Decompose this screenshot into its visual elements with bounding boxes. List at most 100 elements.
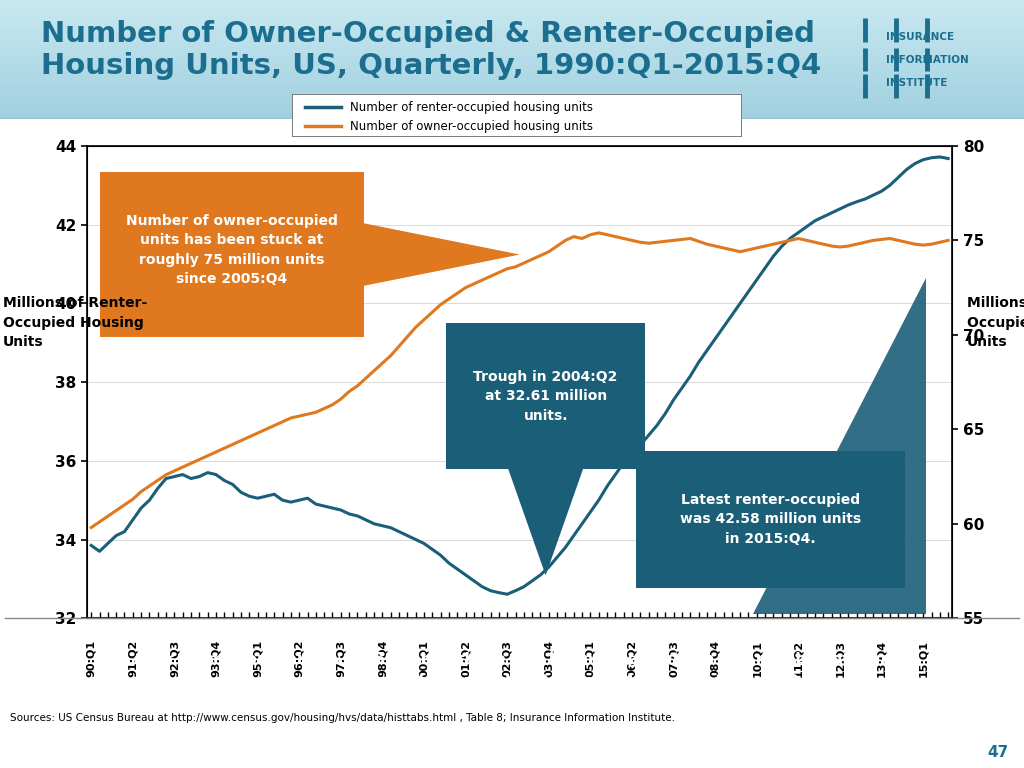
Bar <box>0 103 1024 105</box>
Bar <box>0 35 1024 38</box>
Bar <box>0 58 1024 60</box>
Bar <box>0 18 1024 20</box>
Bar <box>0 28 1024 30</box>
Text: 11:Q2: 11:Q2 <box>794 640 804 677</box>
Bar <box>0 24 1024 26</box>
Text: 15:Q1: 15:Q1 <box>919 640 928 677</box>
Bar <box>0 38 1024 40</box>
Bar <box>0 68 1024 69</box>
Bar <box>0 81 1024 84</box>
Text: 08:Q4: 08:Q4 <box>711 640 720 677</box>
Bar <box>0 6 1024 8</box>
Text: 98:Q4: 98:Q4 <box>378 640 387 677</box>
Bar <box>0 60 1024 61</box>
Polygon shape <box>508 467 584 575</box>
Bar <box>0 26 1024 28</box>
Bar <box>0 117 1024 119</box>
Bar <box>0 16 1024 18</box>
Bar <box>0 115 1024 117</box>
Bar <box>0 79 1024 81</box>
Bar <box>0 89 1024 91</box>
Bar <box>0 14 1024 16</box>
Bar <box>0 8 1024 10</box>
Bar <box>0 78 1024 79</box>
Bar <box>0 55 1024 58</box>
Bar <box>0 64 1024 65</box>
Bar <box>0 45 1024 48</box>
Text: Latest renter-occupied
was 42.58 million units
in 2015:Q4.: Latest renter-occupied was 42.58 million… <box>680 492 861 545</box>
Bar <box>0 74 1024 75</box>
Text: Sources: US Census Bureau at http://www.census.gov/housing/hvs/data/histtabs.htm: Sources: US Census Bureau at http://www.… <box>10 713 675 723</box>
Bar <box>0 2 1024 4</box>
Text: 91:Q2: 91:Q2 <box>128 640 138 677</box>
Text: Trough in 2004:Q2
at 32.61 million
units.: Trough in 2004:Q2 at 32.61 million units… <box>473 369 617 422</box>
Bar <box>0 99 1024 101</box>
Text: Since 2004 the number of renter-occupied housing units has grown
by over 10 mill: Since 2004 the number of renter-occupied… <box>106 630 918 690</box>
Bar <box>0 95 1024 98</box>
Bar <box>0 4 1024 6</box>
Text: INSTITUTE: INSTITUTE <box>886 78 947 88</box>
Bar <box>0 48 1024 50</box>
Text: Millions of Owner-
Occupied Housing
Units: Millions of Owner- Occupied Housing Unit… <box>967 296 1024 349</box>
Polygon shape <box>754 278 927 614</box>
FancyBboxPatch shape <box>637 451 905 588</box>
Bar <box>0 12 1024 14</box>
Text: Number of owner-occupied housing units: Number of owner-occupied housing units <box>350 120 594 133</box>
Bar <box>0 65 1024 68</box>
Bar <box>0 101 1024 103</box>
Text: 97:Q3: 97:Q3 <box>336 640 346 677</box>
Text: 06:Q2: 06:Q2 <box>627 640 637 677</box>
Text: 02:Q3: 02:Q3 <box>502 640 512 677</box>
Bar <box>0 51 1024 54</box>
Text: 12:Q3: 12:Q3 <box>835 640 845 677</box>
Bar <box>0 93 1024 95</box>
Text: 93:Q4: 93:Q4 <box>211 640 221 677</box>
Bar <box>0 0 1024 2</box>
Bar <box>0 40 1024 41</box>
Text: 47: 47 <box>987 745 1009 760</box>
Bar <box>0 98 1024 99</box>
Bar <box>0 84 1024 85</box>
Text: 01:Q2: 01:Q2 <box>461 640 471 677</box>
Bar <box>0 91 1024 93</box>
Bar <box>0 50 1024 51</box>
Bar <box>0 20 1024 22</box>
Bar <box>0 107 1024 109</box>
Text: Number of owner-occupied
units has been stuck at
roughly 75 million units
since : Number of owner-occupied units has been … <box>126 214 338 286</box>
Bar <box>0 69 1024 71</box>
FancyBboxPatch shape <box>292 94 742 137</box>
FancyBboxPatch shape <box>446 323 645 469</box>
Bar <box>0 10 1024 12</box>
Bar <box>0 75 1024 78</box>
Text: 07:Q3: 07:Q3 <box>669 640 679 677</box>
Text: Millions of Renter-
Occupied Housing
Units: Millions of Renter- Occupied Housing Uni… <box>3 296 147 349</box>
Polygon shape <box>359 223 519 286</box>
Bar <box>0 85 1024 88</box>
Text: INFORMATION: INFORMATION <box>886 55 969 65</box>
Bar <box>0 109 1024 111</box>
Text: Number of renter-occupied housing units: Number of renter-occupied housing units <box>350 101 594 114</box>
Text: INSURANCE: INSURANCE <box>886 32 954 42</box>
Bar <box>0 34 1024 35</box>
Text: 00:Q1: 00:Q1 <box>419 640 429 677</box>
Text: Number of Owner-Occupied & Renter-Occupied
Housing Units, US, Quarterly, 1990:Q1: Number of Owner-Occupied & Renter-Occupi… <box>41 20 821 80</box>
Text: 92:Q3: 92:Q3 <box>169 640 179 677</box>
Bar <box>0 31 1024 34</box>
Bar <box>0 30 1024 31</box>
Bar <box>0 44 1024 45</box>
Bar <box>0 61 1024 64</box>
Bar <box>0 71 1024 74</box>
Bar <box>0 22 1024 24</box>
Bar <box>0 113 1024 115</box>
Bar <box>0 88 1024 89</box>
Bar <box>0 105 1024 107</box>
Bar <box>0 41 1024 44</box>
Text: 13:Q4: 13:Q4 <box>877 640 887 677</box>
Text: 95:Q1: 95:Q1 <box>253 640 262 677</box>
Bar <box>0 111 1024 113</box>
Text: 05:Q1: 05:Q1 <box>586 640 595 677</box>
Text: 10:Q1: 10:Q1 <box>752 640 762 677</box>
Bar <box>0 54 1024 55</box>
Text: 96:Q2: 96:Q2 <box>294 640 304 677</box>
Text: 03:Q4: 03:Q4 <box>544 640 554 677</box>
